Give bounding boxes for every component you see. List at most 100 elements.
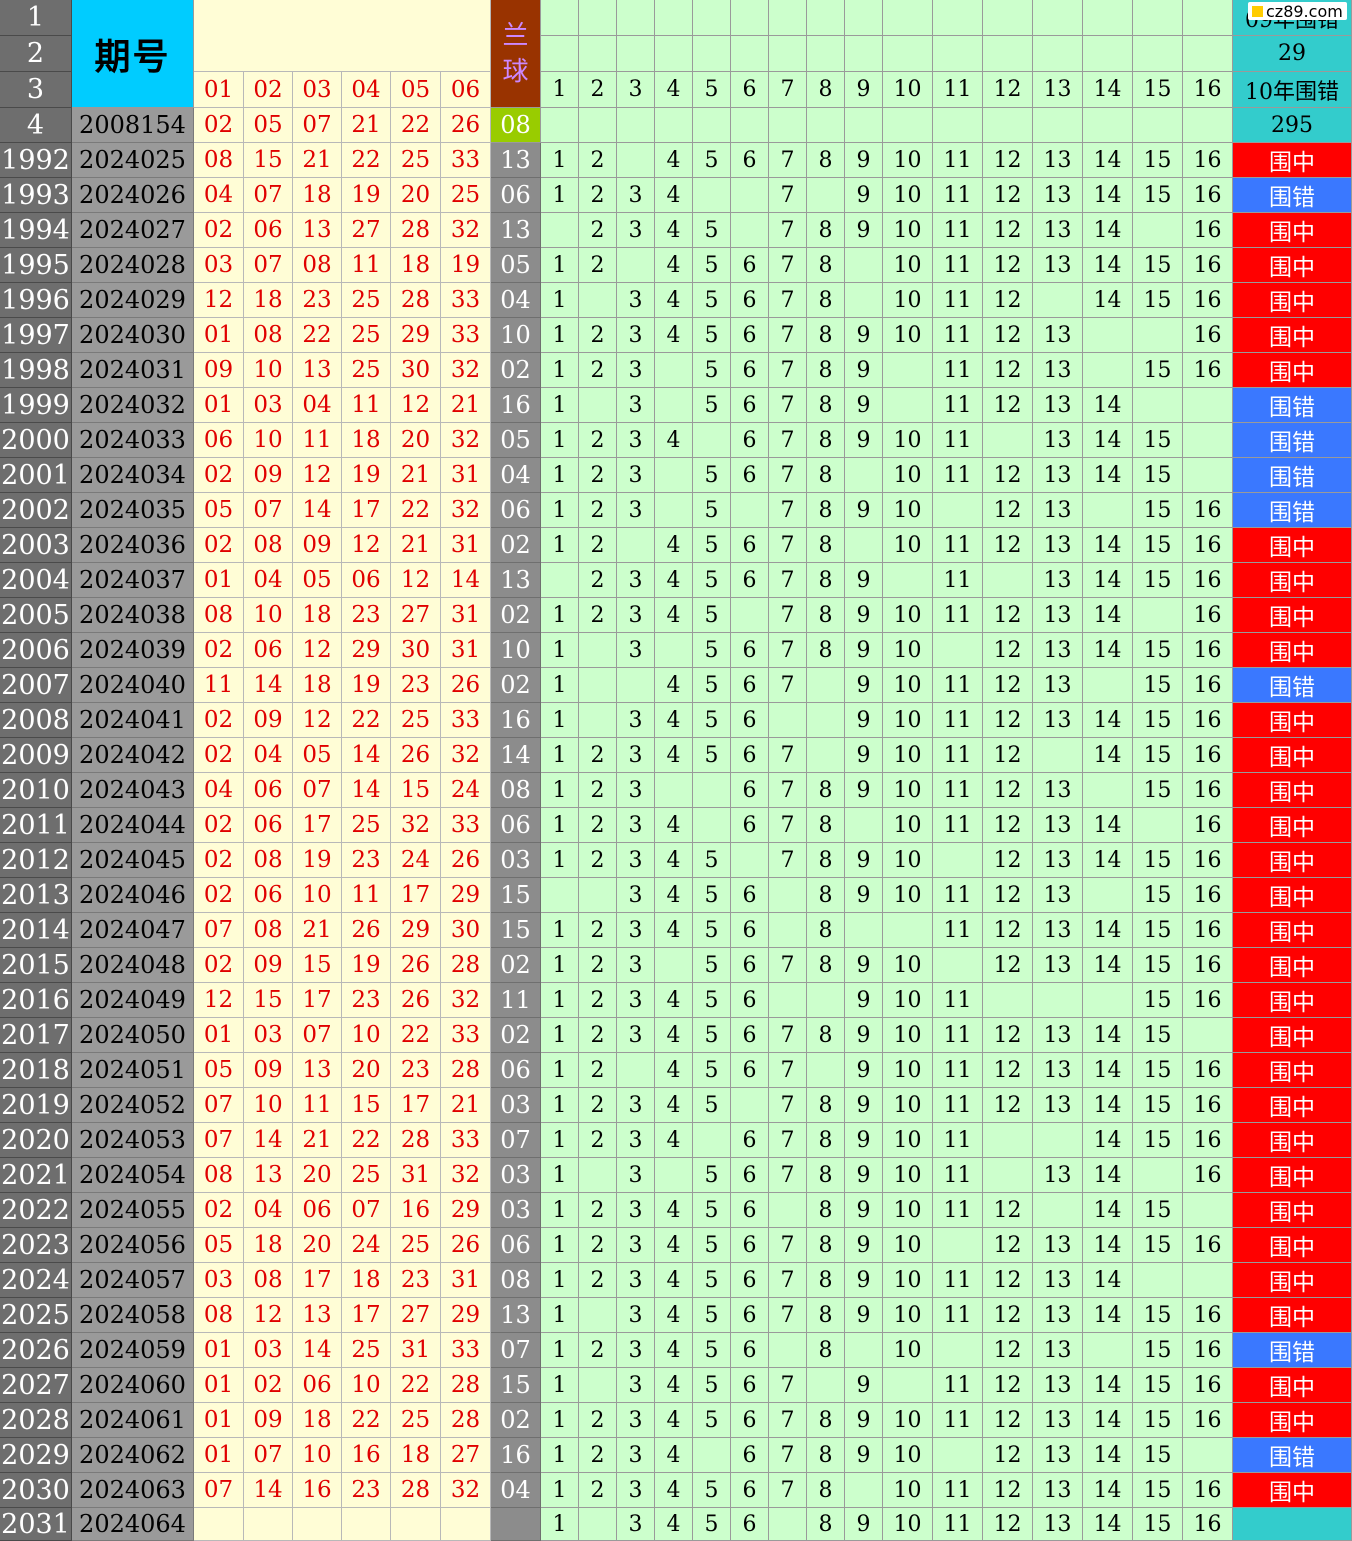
kill-number-cell[interactable] — [769, 1333, 807, 1368]
period-cell[interactable]: 2024062 — [72, 1438, 194, 1473]
kill-number-cell[interactable]: 7 — [769, 178, 807, 213]
red-ball-cell[interactable]: 27 — [441, 1438, 491, 1473]
kill-number-cell[interactable]: 16 — [1183, 1053, 1233, 1088]
period-cell[interactable]: 2024039 — [72, 633, 194, 668]
kill-number-cell[interactable]: 14 — [1083, 528, 1133, 563]
kill-number-cell[interactable]: 12 — [983, 1018, 1033, 1053]
kill-number-cell[interactable]: 7 — [769, 1158, 807, 1193]
red-ball-cell[interactable]: 12 — [194, 283, 244, 318]
kill-number-cell[interactable]: 1 — [541, 1088, 579, 1123]
result-cell[interactable]: 围中 — [1233, 633, 1352, 668]
kill-number-cell[interactable] — [1133, 598, 1183, 633]
kill-number-cell[interactable]: 11 — [933, 1368, 983, 1403]
kill-number-cell[interactable]: 1 — [541, 773, 579, 808]
red-ball-cell[interactable]: 30 — [391, 633, 441, 668]
blue-ball-cell[interactable]: 16 — [491, 388, 541, 423]
kill-cell[interactable] — [1133, 108, 1183, 143]
kill-cell[interactable] — [1083, 108, 1133, 143]
kill-cell[interactable] — [731, 108, 769, 143]
red-ball-cell[interactable]: 08 — [194, 143, 244, 178]
red-ball-cell[interactable]: 21 — [441, 388, 491, 423]
kill-number-cell[interactable]: 13 — [1033, 318, 1083, 353]
red-ball-cell[interactable]: 33 — [441, 808, 491, 843]
kill-number-cell[interactable]: 2 — [579, 493, 617, 528]
red-ball-cell[interactable]: 05 — [194, 493, 244, 528]
kill-number-cell[interactable] — [1033, 983, 1083, 1018]
kill-number-cell[interactable]: 7 — [769, 948, 807, 983]
kill-number-cell[interactable]: 11 — [933, 528, 983, 563]
period-cell[interactable]: 2024048 — [72, 948, 194, 983]
kill-number-cell[interactable]: 13 — [1033, 248, 1083, 283]
kill-number-cell[interactable]: 13 — [1033, 353, 1083, 388]
kill-number-cell[interactable]: 1 — [541, 1438, 579, 1473]
kill-number-cell[interactable] — [1183, 1438, 1233, 1473]
result-cell[interactable]: 围中 — [1233, 1263, 1352, 1298]
period-cell[interactable]: 2024046 — [72, 878, 194, 913]
red-ball-cell[interactable]: 07 — [244, 248, 293, 283]
kill-number-cell[interactable]: 9 — [845, 773, 883, 808]
kill-number-cell[interactable]: 13 — [1033, 1438, 1083, 1473]
kill-number-cell[interactable]: 2 — [579, 808, 617, 843]
blue-ball-cell[interactable]: 15 — [491, 878, 541, 913]
kill-number-cell[interactable]: 11 — [933, 703, 983, 738]
kill-number-cell[interactable]: 12 — [983, 948, 1033, 983]
red-ball-cell[interactable]: 28 — [391, 283, 441, 318]
kill-number-cell[interactable] — [693, 1123, 731, 1158]
kill-number-cell[interactable]: 5 — [693, 318, 731, 353]
kill-number-cell[interactable]: 2 — [579, 1333, 617, 1368]
kill-number-cell[interactable]: 14 — [1083, 1403, 1133, 1438]
kill-number-cell[interactable]: 16 — [1183, 598, 1233, 633]
red-ball-cell[interactable]: 13 — [244, 1158, 293, 1193]
kill-number-cell[interactable]: 9 — [845, 1298, 883, 1333]
kill-number-cell[interactable]: 13 — [1033, 1333, 1083, 1368]
kill-number-cell[interactable]: 3 — [617, 703, 655, 738]
kill-number-cell[interactable]: 7 — [769, 773, 807, 808]
red-ball-cell[interactable]: 33 — [441, 318, 491, 353]
kill-number-cell[interactable]: 11 — [933, 1403, 983, 1438]
kill-number-cell[interactable]: 13 — [1033, 773, 1083, 808]
kill-number-cell[interactable]: 11 — [933, 178, 983, 213]
kill-number-cell[interactable]: 4 — [655, 808, 693, 843]
kill-header-blank[interactable] — [845, 36, 883, 72]
red-ball-cell[interactable]: 08 — [244, 318, 293, 353]
red-ball-cell[interactable]: 11 — [194, 668, 244, 703]
kill-number-cell[interactable] — [731, 493, 769, 528]
kill-number-cell[interactable]: 15 — [1133, 248, 1183, 283]
blue-ball-cell[interactable]: 04 — [491, 458, 541, 493]
period-cell[interactable]: 2024025 — [72, 143, 194, 178]
kill-number-cell[interactable]: 3 — [617, 1088, 655, 1123]
red-ball-cell[interactable]: 02 — [244, 1368, 293, 1403]
kill-number-cell[interactable]: 5 — [693, 1298, 731, 1333]
kill-number-cell[interactable]: 6 — [731, 983, 769, 1018]
row-header[interactable]: 2018 — [0, 1053, 72, 1088]
kill-number-cell[interactable]: 2 — [579, 843, 617, 878]
kill-number-cell[interactable]: 5 — [693, 1333, 731, 1368]
kill-number-cell[interactable] — [1083, 983, 1133, 1018]
kill-number-cell[interactable]: 2 — [579, 353, 617, 388]
red-ball-cell[interactable]: 29 — [342, 633, 391, 668]
red-ball-cell[interactable]: 33 — [441, 703, 491, 738]
kill-number-cell[interactable]: 8 — [807, 388, 845, 423]
red-ball-cell[interactable]: 06 — [293, 1193, 342, 1228]
kill-number-cell[interactable]: 5 — [693, 1403, 731, 1438]
kill-number-cell[interactable]: 11 — [933, 1123, 983, 1158]
red-ball-cell[interactable]: 13 — [293, 353, 342, 388]
kill-number-cell[interactable]: 3 — [617, 318, 655, 353]
kill-number-cell[interactable]: 16 — [1183, 1123, 1233, 1158]
kill-column-header[interactable]: 11 — [933, 72, 983, 108]
row-header[interactable]: 2015 — [0, 948, 72, 983]
kill-number-cell[interactable]: 16 — [1183, 1333, 1233, 1368]
row-header[interactable]: 2017 — [0, 1018, 72, 1053]
kill-number-cell[interactable]: 6 — [731, 1053, 769, 1088]
kill-number-cell[interactable]: 1 — [541, 1228, 579, 1263]
red-ball-cell[interactable]: 04 — [293, 388, 342, 423]
row-header[interactable]: 2010 — [0, 773, 72, 808]
kill-number-cell[interactable]: 5 — [693, 948, 731, 983]
kill-number-cell[interactable]: 16 — [1183, 1508, 1233, 1541]
kill-number-cell[interactable]: 5 — [693, 1018, 731, 1053]
red-ball-cell[interactable]: 07 — [244, 493, 293, 528]
kill-number-cell[interactable] — [617, 668, 655, 703]
kill-number-cell[interactable]: 15 — [1133, 913, 1183, 948]
kill-number-cell[interactable] — [845, 248, 883, 283]
kill-number-cell[interactable]: 10 — [883, 283, 933, 318]
